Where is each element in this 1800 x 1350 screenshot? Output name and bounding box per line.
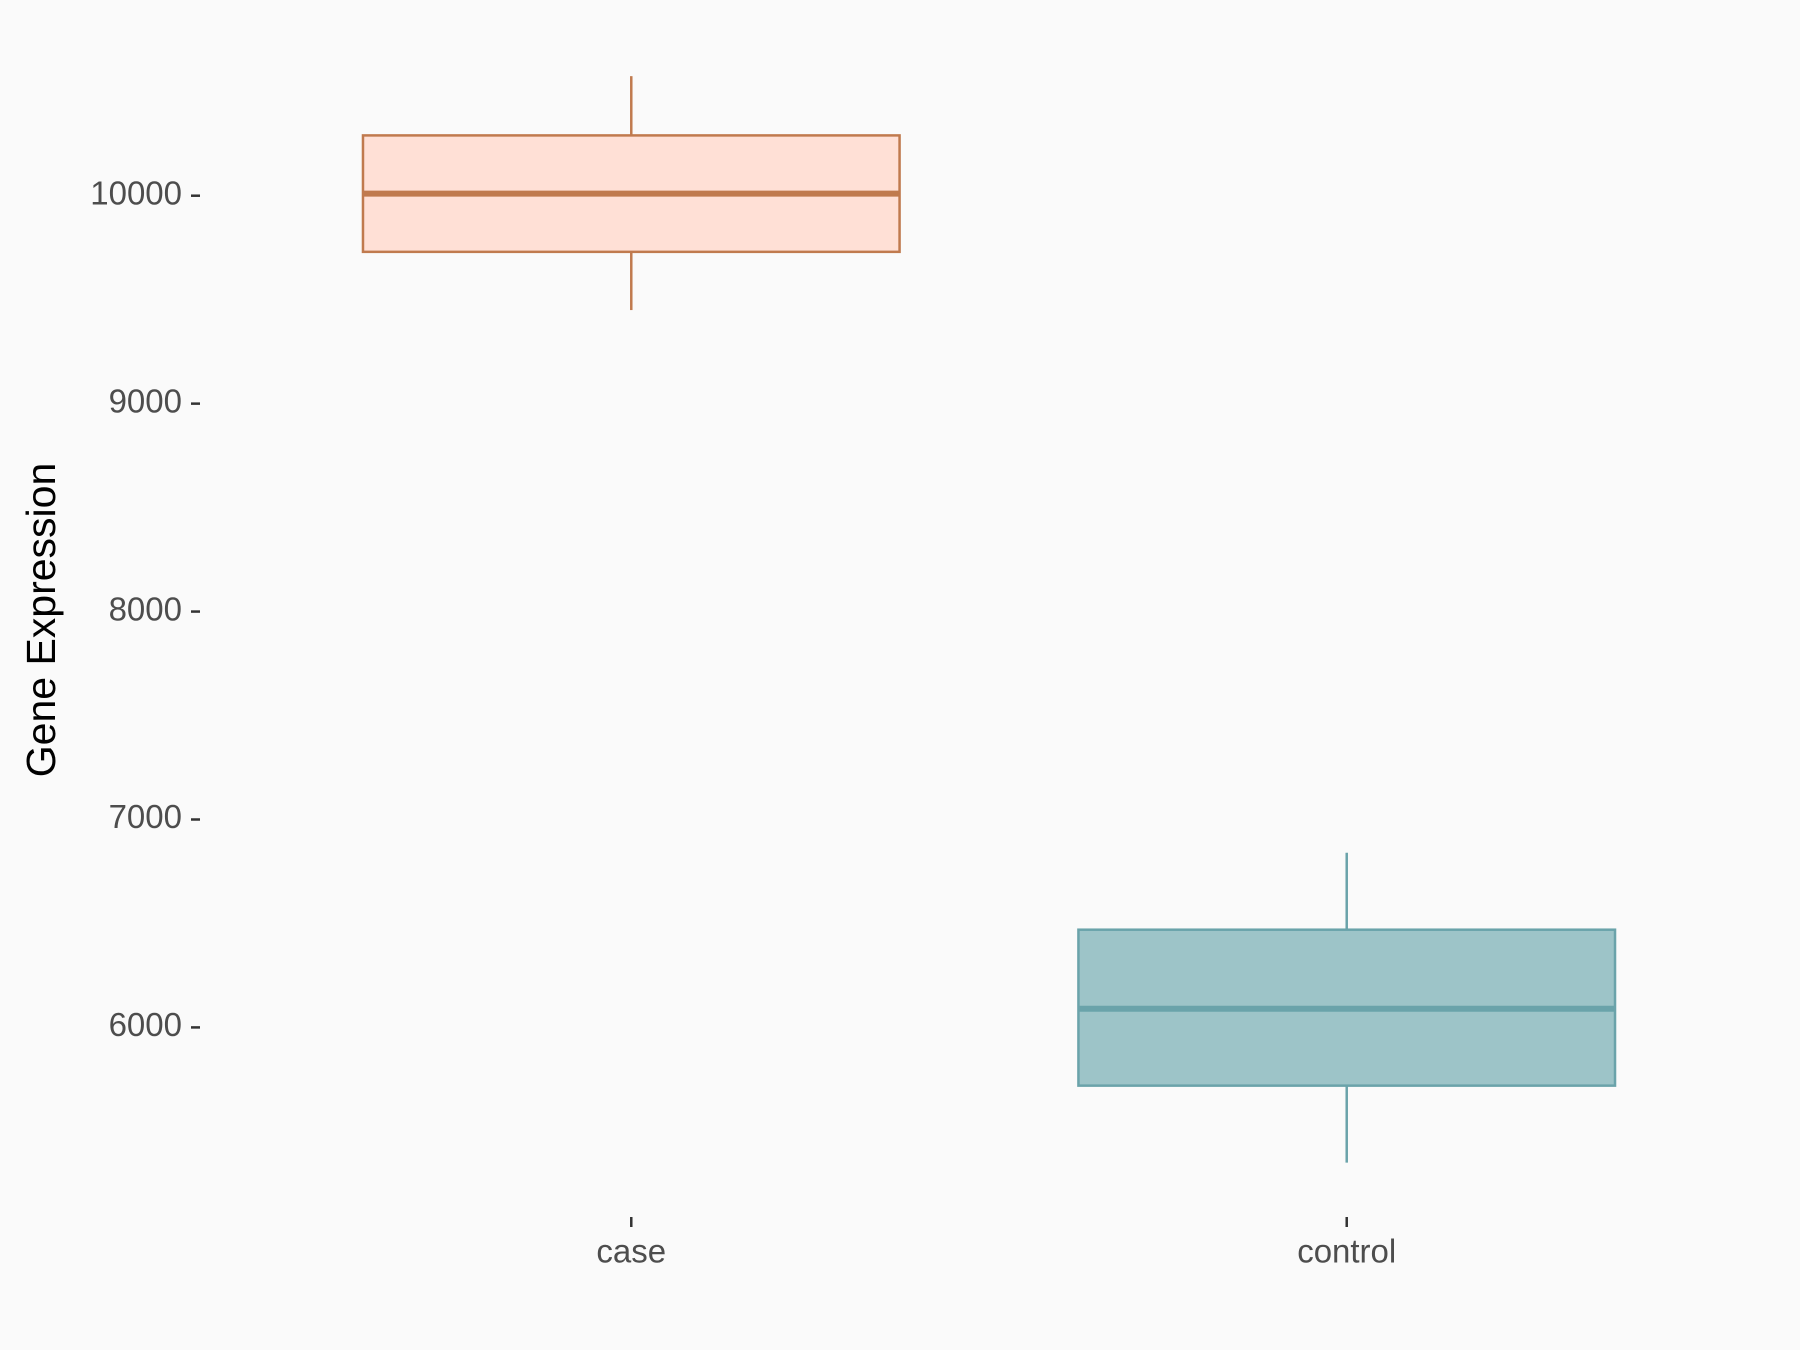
- x-tick-label: case: [596, 1233, 666, 1270]
- y-axis-title: Gene Expression: [18, 463, 64, 778]
- y-tick-label: 9000: [109, 382, 182, 419]
- y-tick-label: 7000: [109, 798, 182, 835]
- y-tick-label: 10000: [90, 174, 182, 211]
- x-tick-label: control: [1297, 1233, 1396, 1270]
- y-tick-label: 8000: [109, 590, 182, 627]
- y-tick-label: 6000: [109, 1006, 182, 1043]
